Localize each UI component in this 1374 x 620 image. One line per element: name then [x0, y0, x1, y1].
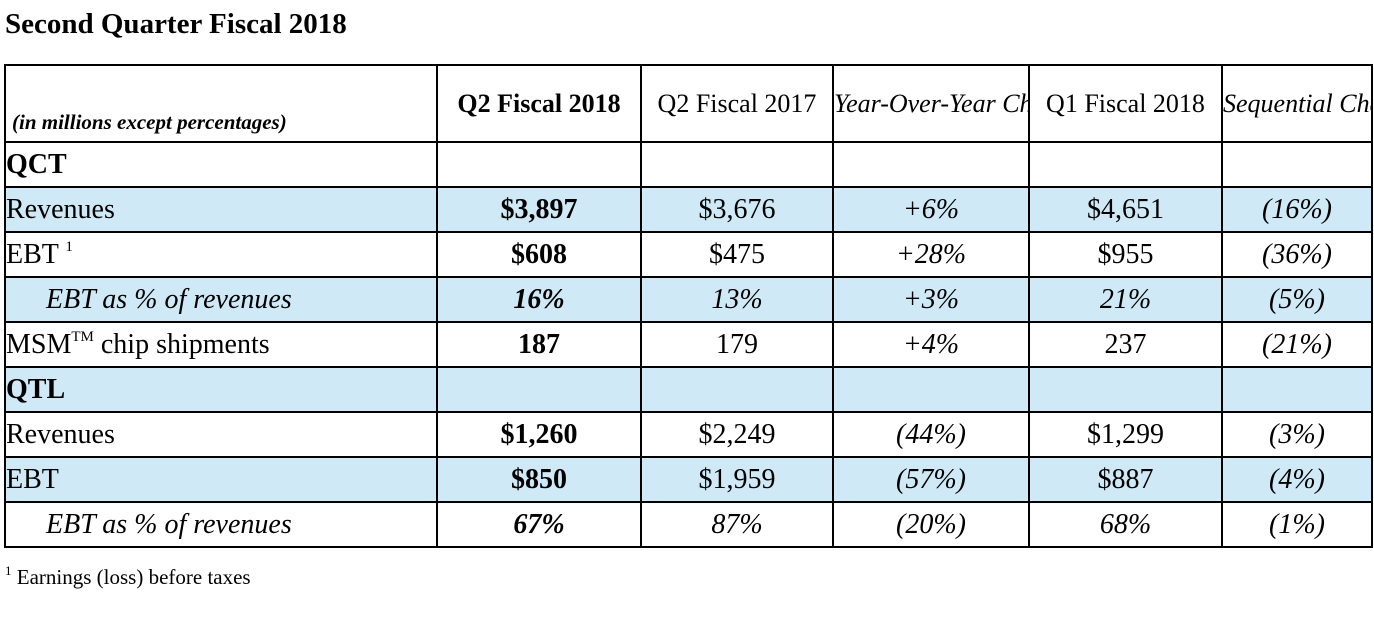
cell-sequential-change: (3%): [1221, 411, 1373, 458]
cell-sequential-change: (16%): [1221, 186, 1373, 233]
table-row-qtl-ebt: EBT $850 $1,959 (57%) $887 (4%): [4, 456, 1373, 503]
row-label-suffix: chip shipments: [93, 328, 270, 360]
cell-q2-fy2017: $475: [640, 231, 834, 278]
cell-yoy-change: (20%): [832, 501, 1030, 548]
table-row-qct-ebt-pct: EBT as % of revenues 16% 13% +3% 21% (5%…: [4, 276, 1373, 323]
cell-q1-fy2018: $955: [1028, 231, 1223, 278]
row-label: EBT as % of revenues: [4, 501, 438, 548]
cell-q2-fy2017: $1,959: [640, 456, 834, 503]
section-row-qct: QCT: [4, 141, 1373, 188]
table-row-qct-msm: MSMTM chip shipments 187 179 +4% 237 (21…: [4, 321, 1373, 368]
cell-q1-fy2018: 68%: [1028, 501, 1223, 548]
empty-cell: [640, 141, 834, 188]
cell-yoy-change: (57%): [832, 456, 1030, 503]
table-row-qtl-revenues: Revenues $1,260 $2,249 (44%) $1,299 (3%): [4, 411, 1373, 458]
col-header-sequential-change: Sequential Change: [1221, 64, 1373, 143]
table-row-qtl-ebt-pct: EBT as % of revenues 67% 87% (20%) 68% (…: [4, 501, 1373, 548]
empty-cell: [1028, 141, 1223, 188]
cell-q2-fy2018: $608: [436, 231, 642, 278]
row-label-text: EBT: [6, 238, 59, 270]
cell-yoy-change: +4%: [832, 321, 1030, 368]
table-row-qct-ebt: EBT 1 $608 $475 +28% $955 (36%): [4, 231, 1373, 278]
cell-yoy-change: +6%: [832, 186, 1030, 233]
col-header-q2-fy2018: Q2 Fiscal 2018: [436, 64, 642, 143]
cell-yoy-change: (44%): [832, 411, 1030, 458]
cell-q1-fy2018: 21%: [1028, 276, 1223, 323]
units-label: (in millions except percentages): [4, 64, 438, 143]
row-label-prefix: MSM: [6, 328, 72, 360]
cell-q2-fy2017: 179: [640, 321, 834, 368]
section-label-qtl: QTL: [4, 366, 438, 413]
cell-yoy-change: +3%: [832, 276, 1030, 323]
cell-q2-fy2018: 67%: [436, 501, 642, 548]
cell-sequential-change: (36%): [1221, 231, 1373, 278]
empty-cell: [436, 366, 642, 413]
section-label-qct: QCT: [4, 141, 438, 188]
cell-q2-fy2018: 16%: [436, 276, 642, 323]
cell-q2-fy2017: 87%: [640, 501, 834, 548]
row-label: EBT: [4, 456, 438, 503]
cell-q1-fy2018: 237: [1028, 321, 1223, 368]
header-row: (in millions except percentages) Q2 Fisc…: [4, 64, 1373, 143]
cell-q2-fy2018: 187: [436, 321, 642, 368]
footnote: 1 Earnings (loss) before taxes: [5, 563, 251, 590]
cell-q2-fy2018: $850: [436, 456, 642, 503]
footnote-mark: 1: [65, 238, 73, 255]
col-header-q2-fy2017: Q2 Fiscal 2017: [640, 64, 834, 143]
cell-sequential-change: (21%): [1221, 321, 1373, 368]
empty-cell: [832, 366, 1030, 413]
section-row-qtl: QTL: [4, 366, 1373, 413]
empty-cell: [832, 141, 1030, 188]
row-label: Revenues: [4, 411, 438, 458]
cell-q1-fy2018: $1,299: [1028, 411, 1223, 458]
cell-sequential-change: (1%): [1221, 501, 1373, 548]
financial-table: (in millions except percentages) Q2 Fisc…: [4, 64, 1373, 548]
col-header-yoy-change: Year-Over-Year Change: [832, 64, 1030, 143]
cell-q2-fy2017: $3,676: [640, 186, 834, 233]
row-label: Revenues: [4, 186, 438, 233]
cell-q2-fy2017: 13%: [640, 276, 834, 323]
table-row-qct-revenues: Revenues $3,897 $3,676 +6% $4,651 (16%): [4, 186, 1373, 233]
footnote-mark: 1: [5, 563, 12, 578]
empty-cell: [436, 141, 642, 188]
cell-sequential-change: (5%): [1221, 276, 1373, 323]
cell-q1-fy2018: $4,651: [1028, 186, 1223, 233]
empty-cell: [640, 366, 834, 413]
row-label: EBT 1: [4, 231, 438, 278]
cell-sequential-change: (4%): [1221, 456, 1373, 503]
cell-q2-fy2018: $1,260: [436, 411, 642, 458]
trademark-mark: TM: [71, 328, 94, 345]
cell-q1-fy2018: $887: [1028, 456, 1223, 503]
footnote-text: Earnings (loss) before taxes: [16, 565, 251, 589]
cell-yoy-change: +28%: [832, 231, 1030, 278]
page-title: Second Quarter Fiscal 2018: [5, 8, 347, 40]
empty-cell: [1221, 366, 1373, 413]
row-label: EBT as % of revenues: [4, 276, 438, 323]
cell-q2-fy2017: $2,249: [640, 411, 834, 458]
cell-q2-fy2018: $3,897: [436, 186, 642, 233]
empty-cell: [1221, 141, 1373, 188]
row-label: MSMTM chip shipments: [4, 321, 438, 368]
empty-cell: [1028, 366, 1223, 413]
col-header-q1-fy2018: Q1 Fiscal 2018: [1028, 64, 1223, 143]
